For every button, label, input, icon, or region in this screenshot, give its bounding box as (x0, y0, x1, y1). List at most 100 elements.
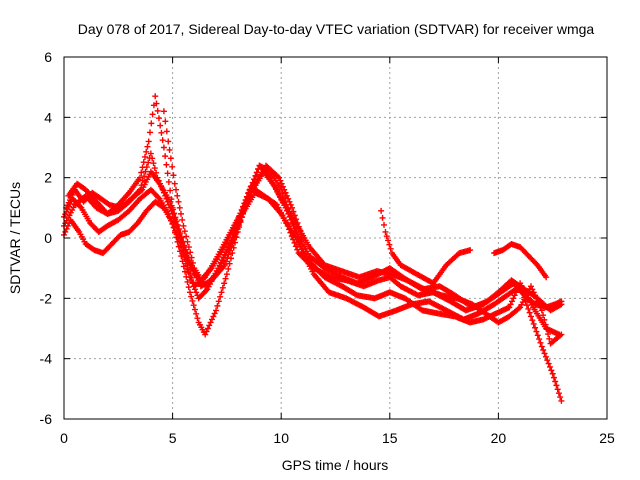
data-point (249, 186, 256, 193)
y-tick-label: 0 (44, 230, 52, 246)
data-point (290, 208, 297, 215)
data-point (204, 325, 211, 332)
data-point (533, 328, 540, 335)
data-point (507, 301, 514, 308)
data-point (241, 204, 248, 211)
data-point (214, 302, 221, 309)
data-point (379, 214, 386, 221)
data-point (137, 174, 144, 181)
data-point (221, 262, 228, 269)
data-point (558, 397, 565, 404)
data-point (221, 280, 228, 287)
data-point (183, 273, 190, 280)
data-point (467, 247, 474, 254)
data-point (163, 161, 170, 168)
data-point (169, 204, 176, 211)
data-point (290, 222, 297, 229)
y-tick-label: 4 (44, 109, 52, 125)
x-tick-label: 20 (491, 430, 507, 446)
data-point (297, 241, 304, 248)
data-point (189, 279, 196, 286)
data-point (179, 244, 186, 251)
data-point (150, 160, 157, 167)
grid (64, 57, 607, 419)
x-tick-label: 0 (60, 430, 68, 446)
data-point (145, 138, 152, 145)
data-point (552, 378, 559, 385)
data-point (177, 210, 184, 217)
data-point (286, 198, 293, 205)
data-point (278, 180, 285, 187)
data-point (210, 313, 217, 320)
data-point (185, 244, 192, 251)
data-point (143, 148, 150, 155)
y-tick-label: -6 (40, 411, 53, 427)
data-point (286, 213, 293, 220)
data-point (139, 164, 146, 171)
data-point (227, 240, 234, 247)
data-point (245, 195, 252, 202)
series-arc-6 (160, 108, 306, 290)
data-point (538, 343, 545, 350)
data-point (181, 228, 188, 235)
data-point (534, 332, 541, 339)
data-point (217, 293, 224, 300)
data-point (292, 243, 299, 250)
data-point (174, 192, 181, 199)
data-point (287, 201, 294, 208)
data-point (545, 360, 552, 367)
data-point (548, 367, 555, 374)
data-point (289, 204, 296, 211)
data-point (147, 150, 154, 157)
data-point (142, 168, 149, 175)
data-point (169, 163, 176, 170)
data-point (170, 224, 177, 231)
data-point (176, 233, 183, 240)
data-point (180, 263, 187, 270)
data-point (183, 233, 190, 240)
data-point (154, 107, 161, 114)
data-point (236, 217, 243, 224)
data-point (529, 317, 536, 324)
data-point (155, 115, 162, 122)
data-point (184, 238, 191, 245)
data-point (187, 249, 194, 256)
series-arc-8 (491, 241, 550, 281)
data-point (533, 260, 540, 267)
data-point (530, 289, 537, 296)
data-point (167, 187, 174, 194)
series-arc-5 (65, 93, 565, 311)
data-point (175, 243, 182, 250)
data-point (186, 259, 193, 266)
data-point (64, 222, 71, 229)
data-point (157, 122, 164, 129)
data-point (527, 283, 534, 290)
data-point (287, 216, 294, 223)
data-point (248, 189, 255, 196)
data-point (151, 165, 158, 172)
data-point (185, 284, 192, 291)
data-point (382, 228, 389, 235)
x-axis-label: GPS time / hours (282, 457, 389, 473)
data-point (219, 284, 226, 291)
series-arc-1 (61, 150, 565, 314)
data-point (540, 312, 547, 319)
data-point (213, 307, 220, 314)
data-point (190, 302, 197, 309)
data-point (235, 220, 242, 227)
data-point (170, 172, 177, 179)
data-point (297, 227, 304, 234)
data-point (167, 155, 174, 162)
data-point (239, 210, 246, 217)
data-point (525, 305, 532, 312)
data-point (386, 241, 393, 248)
data-point (171, 180, 178, 187)
series-arc-7 (378, 207, 474, 287)
data-point (541, 316, 548, 323)
data-point (187, 270, 194, 277)
data-point (186, 289, 193, 296)
data-point (244, 198, 251, 205)
data-point (240, 207, 247, 214)
data-point (211, 310, 218, 317)
